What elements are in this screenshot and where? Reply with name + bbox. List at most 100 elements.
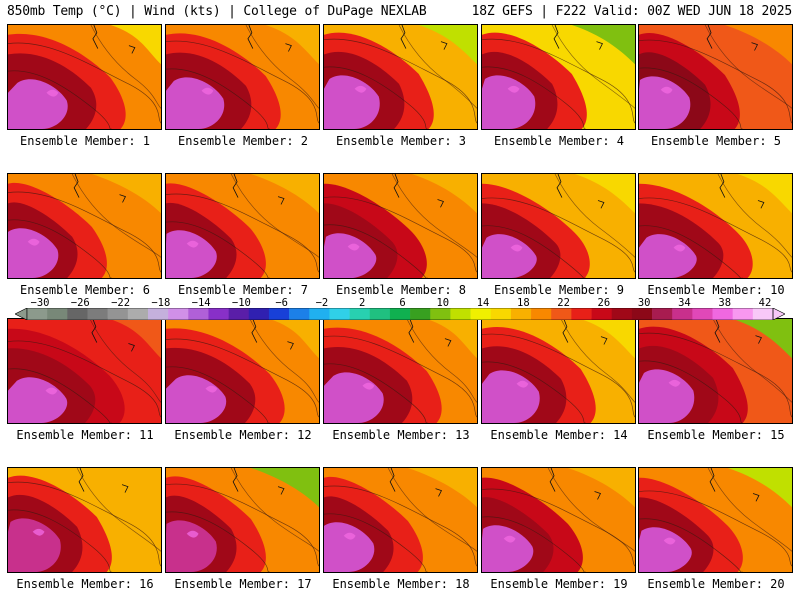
ensemble-member-label: Ensemble Member: 15 — [647, 428, 785, 442]
colorbar-swatch — [470, 308, 492, 320]
ensemble-member-map — [638, 467, 793, 573]
colorbar-tick-label: 2 — [359, 297, 366, 309]
ensemble-member-map — [481, 318, 636, 424]
colorbar-tick-label: −18 — [151, 297, 171, 309]
ensemble-member-label: Ensemble Member: 1 — [19, 134, 151, 148]
colorbar-swatch — [510, 308, 532, 320]
colorbar-tick-label: −10 — [231, 297, 251, 309]
colorbar-tick-label: 26 — [597, 297, 611, 309]
ensemble-member-label: Ensemble Member: 20 — [647, 577, 785, 591]
colorbar-swatch — [127, 308, 149, 320]
colorbar-swatch — [591, 308, 613, 320]
colorbar-swatch — [268, 308, 290, 320]
ensemble-member-map — [481, 173, 636, 279]
colorbar-swatch — [349, 308, 371, 320]
ensemble-member-map — [638, 173, 793, 279]
colorbar-swatch — [652, 308, 673, 320]
ensemble-member-label: Ensemble Member: 9 — [493, 283, 625, 297]
ensemble-member-label: Ensemble Member: 7 — [177, 283, 309, 297]
colorbar-swatch — [712, 308, 733, 320]
ensemble-member-label: Ensemble Member: 16 — [16, 577, 154, 591]
ensemble-member-map — [638, 24, 793, 130]
colorbar-swatch — [208, 308, 229, 320]
ensemble-member-map — [7, 24, 162, 130]
colorbar-swatch — [107, 308, 129, 320]
ensemble-member-label: Ensemble Member: 6 — [19, 283, 151, 297]
ensemble-member-map — [481, 24, 636, 130]
colorbar-swatch — [490, 308, 512, 320]
ensemble-member-label: Ensemble Member: 13 — [332, 428, 470, 442]
colorbar-tick-label: 18 — [517, 297, 530, 309]
ensemble-member-label: Ensemble Member: 19 — [490, 577, 628, 591]
colorbar-swatch — [87, 308, 108, 320]
colorbar-tick-label: −26 — [70, 297, 90, 309]
colorbar-swatch — [531, 308, 552, 320]
ensemble-member-label: Ensemble Member: 17 — [174, 577, 312, 591]
colorbar-tick-label: 38 — [718, 297, 732, 309]
ensemble-member-map — [7, 173, 162, 279]
colorbar-swatch — [188, 308, 209, 320]
ensemble-member-label: Ensemble Member: 3 — [335, 134, 467, 148]
colorbar-swatch — [228, 308, 250, 320]
colorbar-swatch — [147, 308, 169, 320]
colorbar-tick-label: 30 — [637, 297, 651, 309]
colorbar-tick-label: −30 — [30, 297, 50, 309]
colorbar-tick-label: 14 — [476, 297, 490, 309]
colorbar-tick-label: −2 — [315, 297, 329, 309]
colorbar-swatch — [47, 308, 68, 320]
colorbar-tick-label: 10 — [436, 297, 450, 309]
model-valid-time: 18Z GEFS | F222 Valid: 00Z WED JUN 18 20… — [471, 4, 793, 19]
ensemble-member-map — [7, 318, 162, 424]
colorbar-swatch — [369, 308, 391, 320]
colorbar-tick-label: −6 — [275, 297, 288, 309]
ensemble-member-label: Ensemble Member: 2 — [177, 134, 309, 148]
ensemble-member-label: Ensemble Member: 12 — [174, 428, 312, 442]
colorbar-swatch — [692, 308, 713, 320]
ensemble-member-map — [7, 467, 162, 573]
ensemble-member-map — [165, 318, 320, 424]
colorbar-swatch — [309, 308, 330, 320]
colorbar-tick-label: −22 — [111, 297, 131, 309]
ensemble-member-map — [481, 467, 636, 573]
colorbar-swatch — [410, 308, 431, 320]
ensemble-member-label: Ensemble Member: 5 — [650, 134, 782, 148]
temperature-colorbar — [15, 308, 785, 320]
colorbar-swatch — [389, 308, 411, 320]
colorbar-tick-label: 42 — [758, 297, 772, 309]
ensemble-member-map — [165, 467, 320, 573]
colorbar-swatch — [430, 308, 451, 320]
ensemble-member-map — [323, 173, 478, 279]
colorbar-swatch — [631, 308, 653, 320]
colorbar-swatch — [672, 308, 693, 320]
ensemble-member-label: Ensemble Member: 8 — [335, 283, 467, 297]
colorbar-swatch — [450, 308, 471, 320]
colorbar-tick-label: 22 — [557, 297, 570, 309]
colorbar-swatch — [67, 308, 88, 320]
colorbar-swatch — [27, 308, 48, 320]
ensemble-member-label: Ensemble Member: 18 — [332, 577, 470, 591]
map-title: 850mb Temp (°C) | Wind (kts) | College o… — [7, 4, 427, 19]
colorbar-labels: −30 −26 −22 −18 −14 −10 −6 −2 2 6 10 14 18 22 26 30 34 38… — [0, 297, 800, 309]
colorbar-swatch — [752, 308, 774, 320]
ensemble-member-map — [638, 318, 793, 424]
colorbar-tick-label: 34 — [678, 297, 691, 309]
ensemble-member-map — [323, 24, 478, 130]
ensemble-member-label: Ensemble Member: 10 — [647, 283, 785, 297]
colorbar-left-arrow — [15, 308, 28, 320]
colorbar-swatch — [571, 308, 592, 320]
colorbar-swatch — [611, 308, 633, 320]
ensemble-member-map — [323, 467, 478, 573]
ensemble-member-map — [165, 24, 320, 130]
ensemble-member-map — [165, 173, 320, 279]
colorbar-right-arrow — [772, 308, 785, 320]
colorbar-swatch — [168, 308, 189, 320]
ensemble-member-map — [323, 318, 478, 424]
colorbar-swatch — [329, 308, 350, 320]
colorbar-tick-label: 6 — [399, 297, 406, 309]
colorbar-tick-label: −14 — [191, 297, 211, 309]
colorbar-swatch — [732, 308, 754, 320]
colorbar-swatch — [289, 308, 310, 320]
ensemble-member-label: Ensemble Member: 11 — [16, 428, 154, 442]
colorbar-swatch — [551, 308, 572, 320]
ensemble-member-label: Ensemble Member: 4 — [493, 134, 625, 148]
